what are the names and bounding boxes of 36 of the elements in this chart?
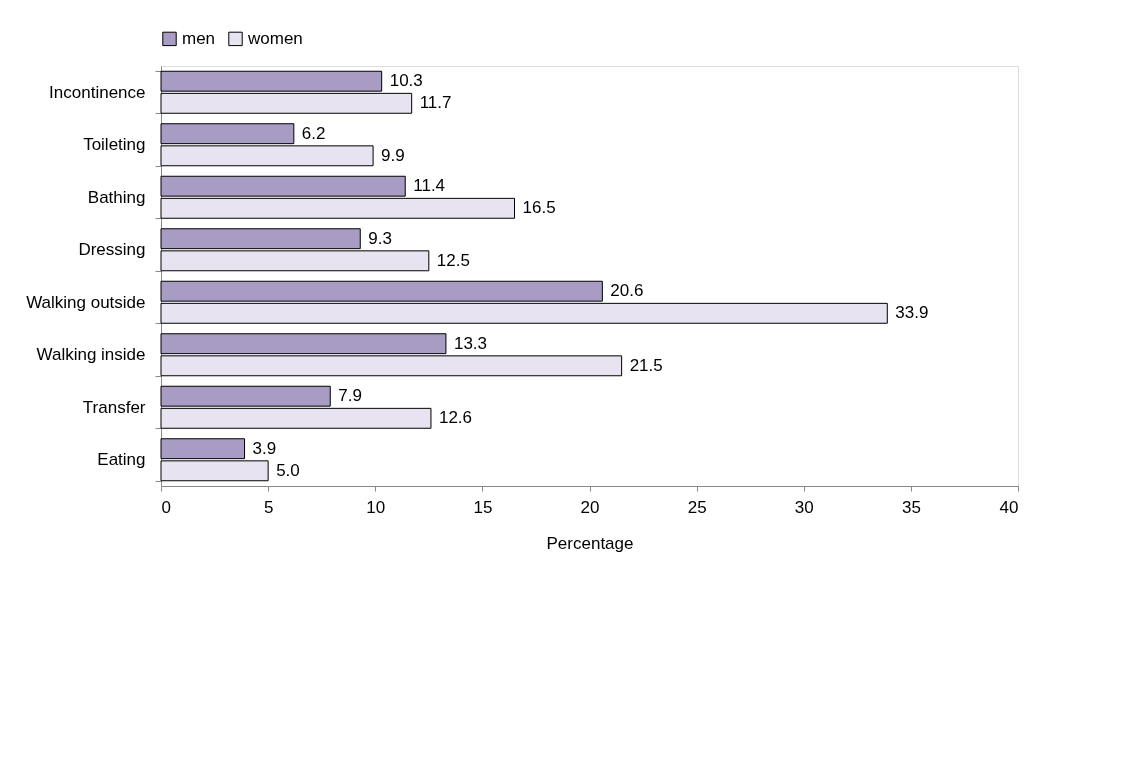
x-tick-label: 35: [901, 497, 921, 517]
data-label: 9.9: [381, 145, 405, 165]
data-label: 6.2: [301, 123, 326, 143]
data-label: 12.5: [436, 250, 470, 270]
data-label: 12.6: [438, 408, 473, 428]
x-tick-label: 10: [366, 497, 386, 517]
data-label: 13.3: [453, 333, 488, 353]
data-label: 11.7: [419, 93, 452, 113]
x-axis-title: Percentage: [546, 533, 634, 553]
data-label: 10.3: [389, 71, 423, 91]
y-tick-label: Dressing: [78, 240, 146, 260]
data-label: 16.5: [522, 198, 556, 218]
x-tick-label: 25: [687, 497, 707, 517]
x-tick-label: 0: [161, 497, 171, 517]
x-tick-label: 40: [999, 497, 1019, 517]
y-tick-label: Bathing: [87, 187, 146, 207]
x-tick-label: 5: [263, 497, 274, 517]
x-tick-label: 30: [794, 497, 814, 517]
legend-label: men: [182, 28, 216, 48]
data-label: 11.4: [413, 176, 446, 196]
y-tick-label: Transfer: [82, 397, 146, 417]
x-tick-label: 15: [473, 497, 493, 517]
data-label: 33.9: [895, 303, 929, 323]
y-tick-label: Eating: [97, 450, 146, 470]
data-label: 5.0: [276, 460, 300, 480]
data-label: 7.9: [338, 386, 362, 406]
y-tick-label: Toileting: [83, 135, 146, 155]
data-label: 20.6: [610, 281, 644, 301]
y-tick-label: Walking inside: [36, 345, 146, 365]
data-label: 3.9: [252, 438, 277, 458]
legend-label: women: [247, 28, 303, 48]
data-label: 21.5: [629, 355, 663, 375]
x-tick-label: 20: [580, 497, 600, 517]
y-tick-label: Walking outside: [26, 292, 146, 312]
data-label: 9.3: [368, 228, 392, 248]
y-tick-label: Incontinence: [49, 82, 146, 102]
